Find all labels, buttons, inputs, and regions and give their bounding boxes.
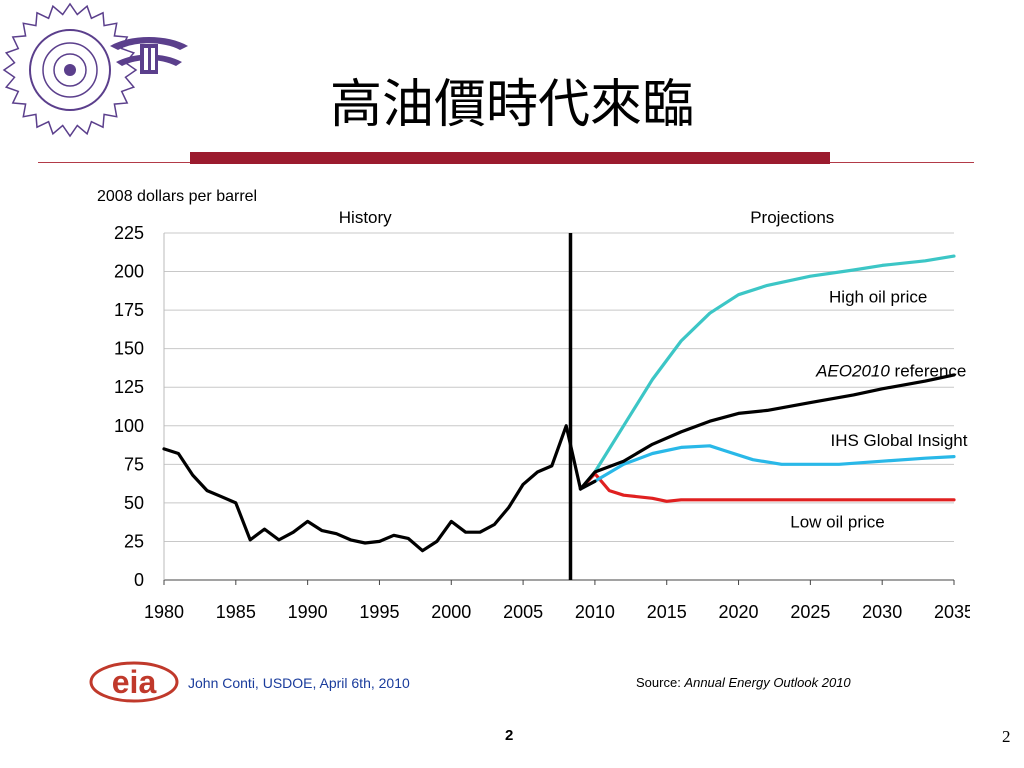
x-tick-label: 2035 <box>934 602 970 622</box>
y-tick-label: 0 <box>134 570 144 590</box>
y-tick-label: 25 <box>124 531 144 551</box>
source-prefix: Source: <box>636 675 685 690</box>
slide-title: 高油價時代來臨 <box>329 75 694 135</box>
series-line-high-oil-price <box>578 254 956 491</box>
annotation-text: reference <box>890 361 967 380</box>
y-tick-label: 150 <box>114 339 144 359</box>
series-line-aeo2010-reference <box>578 373 956 491</box>
x-tick-label: 2010 <box>575 602 615 622</box>
x-tick-label: 2000 <box>431 602 471 622</box>
series-annotation: Low oil price <box>790 513 885 532</box>
y-tick-label: 100 <box>114 416 144 436</box>
title-underline-thick <box>190 152 830 164</box>
series-annotation: High oil price <box>829 287 927 306</box>
x-tick-label: 1985 <box>216 602 256 622</box>
x-tick-label: 2020 <box>719 602 759 622</box>
eia-logo: eia <box>89 661 179 703</box>
y-tick-label: 200 <box>114 262 144 282</box>
page-number-center: 2 <box>505 727 514 744</box>
x-tick-label: 1980 <box>144 602 184 622</box>
x-tick-label: 2005 <box>503 602 543 622</box>
region-label-history: History <box>339 208 392 227</box>
source-title: Annual Energy Outlook 2010 <box>684 675 851 690</box>
y-tick-label: 125 <box>114 377 144 397</box>
x-tick-label: 1990 <box>288 602 328 622</box>
source-line: Source: Annual Energy Outlook 2010 <box>636 675 851 690</box>
page-number-right: 2 <box>1002 727 1011 746</box>
eia-logo-text: eia <box>112 664 157 700</box>
series-annotation: IHS Global Insight <box>830 431 967 450</box>
x-tick-label: 2025 <box>790 602 830 622</box>
series-line-ihs-global-insight <box>578 444 956 491</box>
annotation-italic: AEO2010 <box>815 361 890 380</box>
series-line-history <box>162 424 597 553</box>
y-axis-label: 2008 dollars per barrel <box>97 188 257 205</box>
y-tick-label: 75 <box>124 454 144 474</box>
university-mark-logo <box>110 37 188 74</box>
y-tick-label: 175 <box>114 300 144 320</box>
x-tick-label: 2015 <box>647 602 687 622</box>
y-tick-label: 225 <box>114 223 144 243</box>
seal-outline <box>2 2 138 138</box>
oil-price-chart: 2008 dollars per barrel 0 25 50 75 100 125 150 1… <box>97 188 970 622</box>
series-annotation: AEO2010 reference <box>815 361 966 380</box>
series-line-low-oil-price <box>578 472 956 503</box>
university-seal-logo <box>2 2 138 138</box>
region-label-projections: Projections <box>750 208 834 227</box>
y-tick-label: 50 <box>124 493 144 513</box>
x-tick-label: 1995 <box>359 602 399 622</box>
x-tick-label: 2030 <box>862 602 902 622</box>
author-line: John Conti, USDOE, April 6th, 2010 <box>188 675 410 691</box>
